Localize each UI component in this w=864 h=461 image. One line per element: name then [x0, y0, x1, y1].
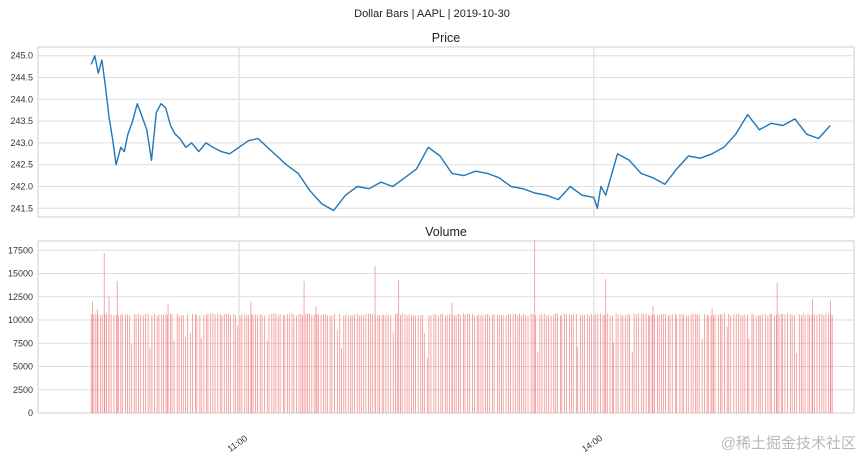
price-panel: 241.5 242.0 242.5 243.0 243.5 244.0 244.5 245.0	[10, 46, 855, 218]
volume-ytick-label: 15000	[8, 269, 33, 279]
volume-panel: 0 2500 5000 7500 10000 12500 15000 17500	[8, 240, 855, 418]
price-ytick-label: 243.0	[10, 138, 33, 148]
volume-frame	[37, 240, 855, 414]
volume-ytick-label: 12500	[8, 292, 33, 302]
volume-ytick-label: 2500	[13, 385, 33, 395]
volume-ytick-label: 0	[28, 408, 33, 418]
price-ytick-label: 242.5	[10, 160, 33, 170]
figure-suptitle: Dollar Bars | AAPL | 2019-10-30	[354, 8, 510, 20]
price-panel-title: Price	[432, 31, 461, 45]
volume-ytick-label: 10000	[8, 315, 33, 325]
volume-panel-title: Volume	[425, 225, 467, 239]
price-ytick-label: 242.0	[10, 181, 33, 191]
xtick-label: 14:00	[580, 433, 604, 454]
price-ytick-label: 245.0	[10, 51, 33, 61]
volume-ytick-label: 17500	[8, 245, 33, 255]
price-ytick-label: 243.5	[10, 116, 33, 126]
watermark-text: @稀土掘金技术社区	[721, 435, 856, 452]
volume-ytick-label: 7500	[13, 338, 33, 348]
price-ytick-label: 244.5	[10, 73, 33, 83]
xtick-label: 11:00	[226, 433, 250, 454]
price-series-line	[90, 55, 831, 212]
price-frame	[37, 46, 855, 218]
price-ytick-label: 241.5	[10, 203, 33, 213]
volume-ytick-label: 5000	[13, 362, 33, 372]
price-ytick-label: 244.0	[10, 94, 33, 104]
